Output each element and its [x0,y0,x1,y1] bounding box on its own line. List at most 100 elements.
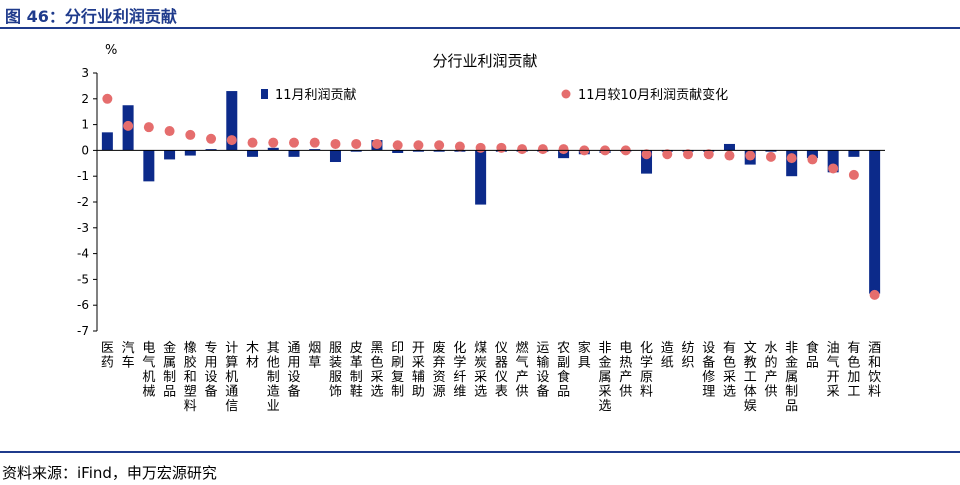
x-tick-label: 计算机通信 [225,341,238,414]
x-tick-label: 专用设备 [205,341,218,400]
legend-dot-swatch [561,89,571,99]
dot-文教工体娱 [745,150,756,161]
dot-专用设备 [206,133,217,144]
dot-橡胶和塑料 [185,129,196,140]
dot-黑色采选 [371,138,382,149]
x-tick-label: 油气开采 [827,341,840,400]
bar-服装服饰 [329,150,341,163]
dot-汽车 [123,120,134,131]
dot-仪器仪表 [496,142,507,153]
x-tick-label: 酒和饮料 [868,341,881,400]
x-tick-label: 农副食品 [557,341,570,400]
legend-dot-label: 11月较10月利润贡献变化 [578,87,728,103]
bar-开采辅助 [412,150,424,152]
dot-食品 [807,154,818,165]
x-tick-label: 电热产供 [619,341,632,400]
bar-专用设备 [205,149,217,151]
dot-其他制造业 [268,137,279,148]
dot-化学纤维 [454,141,465,152]
x-tick-label: 非金属采选 [599,341,612,414]
dot-木材 [247,137,258,148]
bar-电气机械 [143,150,155,182]
dot-造纸 [662,149,673,160]
x-tick-label: 家具 [578,340,591,371]
bar-油气开采 [827,150,839,173]
x-tick-label: 印刷复制 [391,341,404,400]
bar-有色加工 [848,150,860,157]
dot-皮革制鞋 [351,138,362,149]
x-tick-label: 仪器仪表 [495,341,508,400]
dot-燃气产供 [517,144,528,155]
x-tick-label: 纺织 [681,341,694,371]
dot-煤炭采选 [475,142,486,153]
dot-服装服饰 [330,138,341,149]
bottom-rule [0,451,960,453]
dot-烟草 [309,137,320,148]
x-tick-label: 通用设备 [287,341,300,400]
bar-农副食品 [558,150,570,159]
dot-油气开采 [828,163,839,174]
dot-农副食品 [558,144,569,155]
dot-设备修理 [703,149,714,160]
dot-废弃资源 [434,140,445,151]
x-tick-label: 废弃资源 [433,340,446,400]
y-tick-label: -3 [77,221,89,235]
bar-皮革制鞋 [350,150,362,152]
x-tick-label: 运输设备 [536,341,549,400]
y-tick-label: -1 [77,169,89,183]
dot-化学原料 [641,149,652,160]
x-tick-label: 设备修理 [702,341,715,400]
x-tick-label: 有色采选 [723,341,736,400]
x-tick-label: 电气机械 [142,341,155,400]
y-tick-label: 0 [81,143,89,157]
x-tick-label: 医药 [101,341,114,371]
x-tick-label: 金属制品 [163,340,176,400]
x-tick-label: 橡胶和塑料 [184,341,197,414]
y-tick-label: 3 [81,66,89,80]
top-rule [0,27,960,29]
y-tick-label: -7 [77,324,89,338]
x-tick-label: 文教工体娱 [744,341,757,414]
dot-水的产供 [765,151,776,162]
y-tick-label: -6 [77,298,89,312]
bar-有色采选 [723,143,735,151]
bar-煤炭采选 [475,150,487,205]
x-tick-label: 木材 [246,341,259,371]
dot-有色采选 [724,150,735,161]
bar-金属制品 [164,150,176,160]
x-tick-label: 有色加工 [847,341,860,400]
x-tick-label: 非金属制品 [785,341,798,414]
bar-木材 [247,150,259,157]
x-tick-label: 造纸 [661,341,674,371]
dot-通用设备 [289,137,299,148]
x-tick-label: 燃气产供 [516,340,529,400]
chart-title: 分行业利润贡献 [432,52,537,70]
y-tick-label: -2 [77,195,89,209]
bar-其他制造业 [267,147,279,151]
y-tick-label: 2 [81,92,89,106]
x-tick-label: 开采辅助 [412,341,425,400]
y-tick-label: -5 [77,272,89,286]
dot-运输设备 [537,144,548,155]
y-axis-unit: % [105,43,117,58]
source-note: 资料来源：iFind，申万宏源研究 [2,464,217,482]
dot-非金属制品 [786,153,797,164]
bar-医药 [101,132,113,151]
bar-酒和饮料 [869,150,881,294]
dot-医药 [102,93,113,104]
x-tick-label: 水的产供 [764,341,777,400]
dot-酒和饮料 [869,289,880,300]
legend-bar-label: 11月利润贡献 [275,88,357,103]
bar-化学原料 [641,150,653,174]
dot-印刷复制 [392,140,403,151]
bar-废弃资源 [433,150,445,152]
y-tick-label: 1 [81,118,89,132]
x-tick-label: 服装服饰 [329,341,342,400]
bar-印刷复制 [392,150,404,153]
x-tick-label: 煤炭采选 [474,341,487,400]
x-tick-label: 黑色采选 [370,341,383,400]
dot-金属制品 [164,126,175,137]
dot-开采辅助 [413,140,424,151]
bar-水的产供 [765,150,777,152]
dot-有色加工 [848,169,859,180]
